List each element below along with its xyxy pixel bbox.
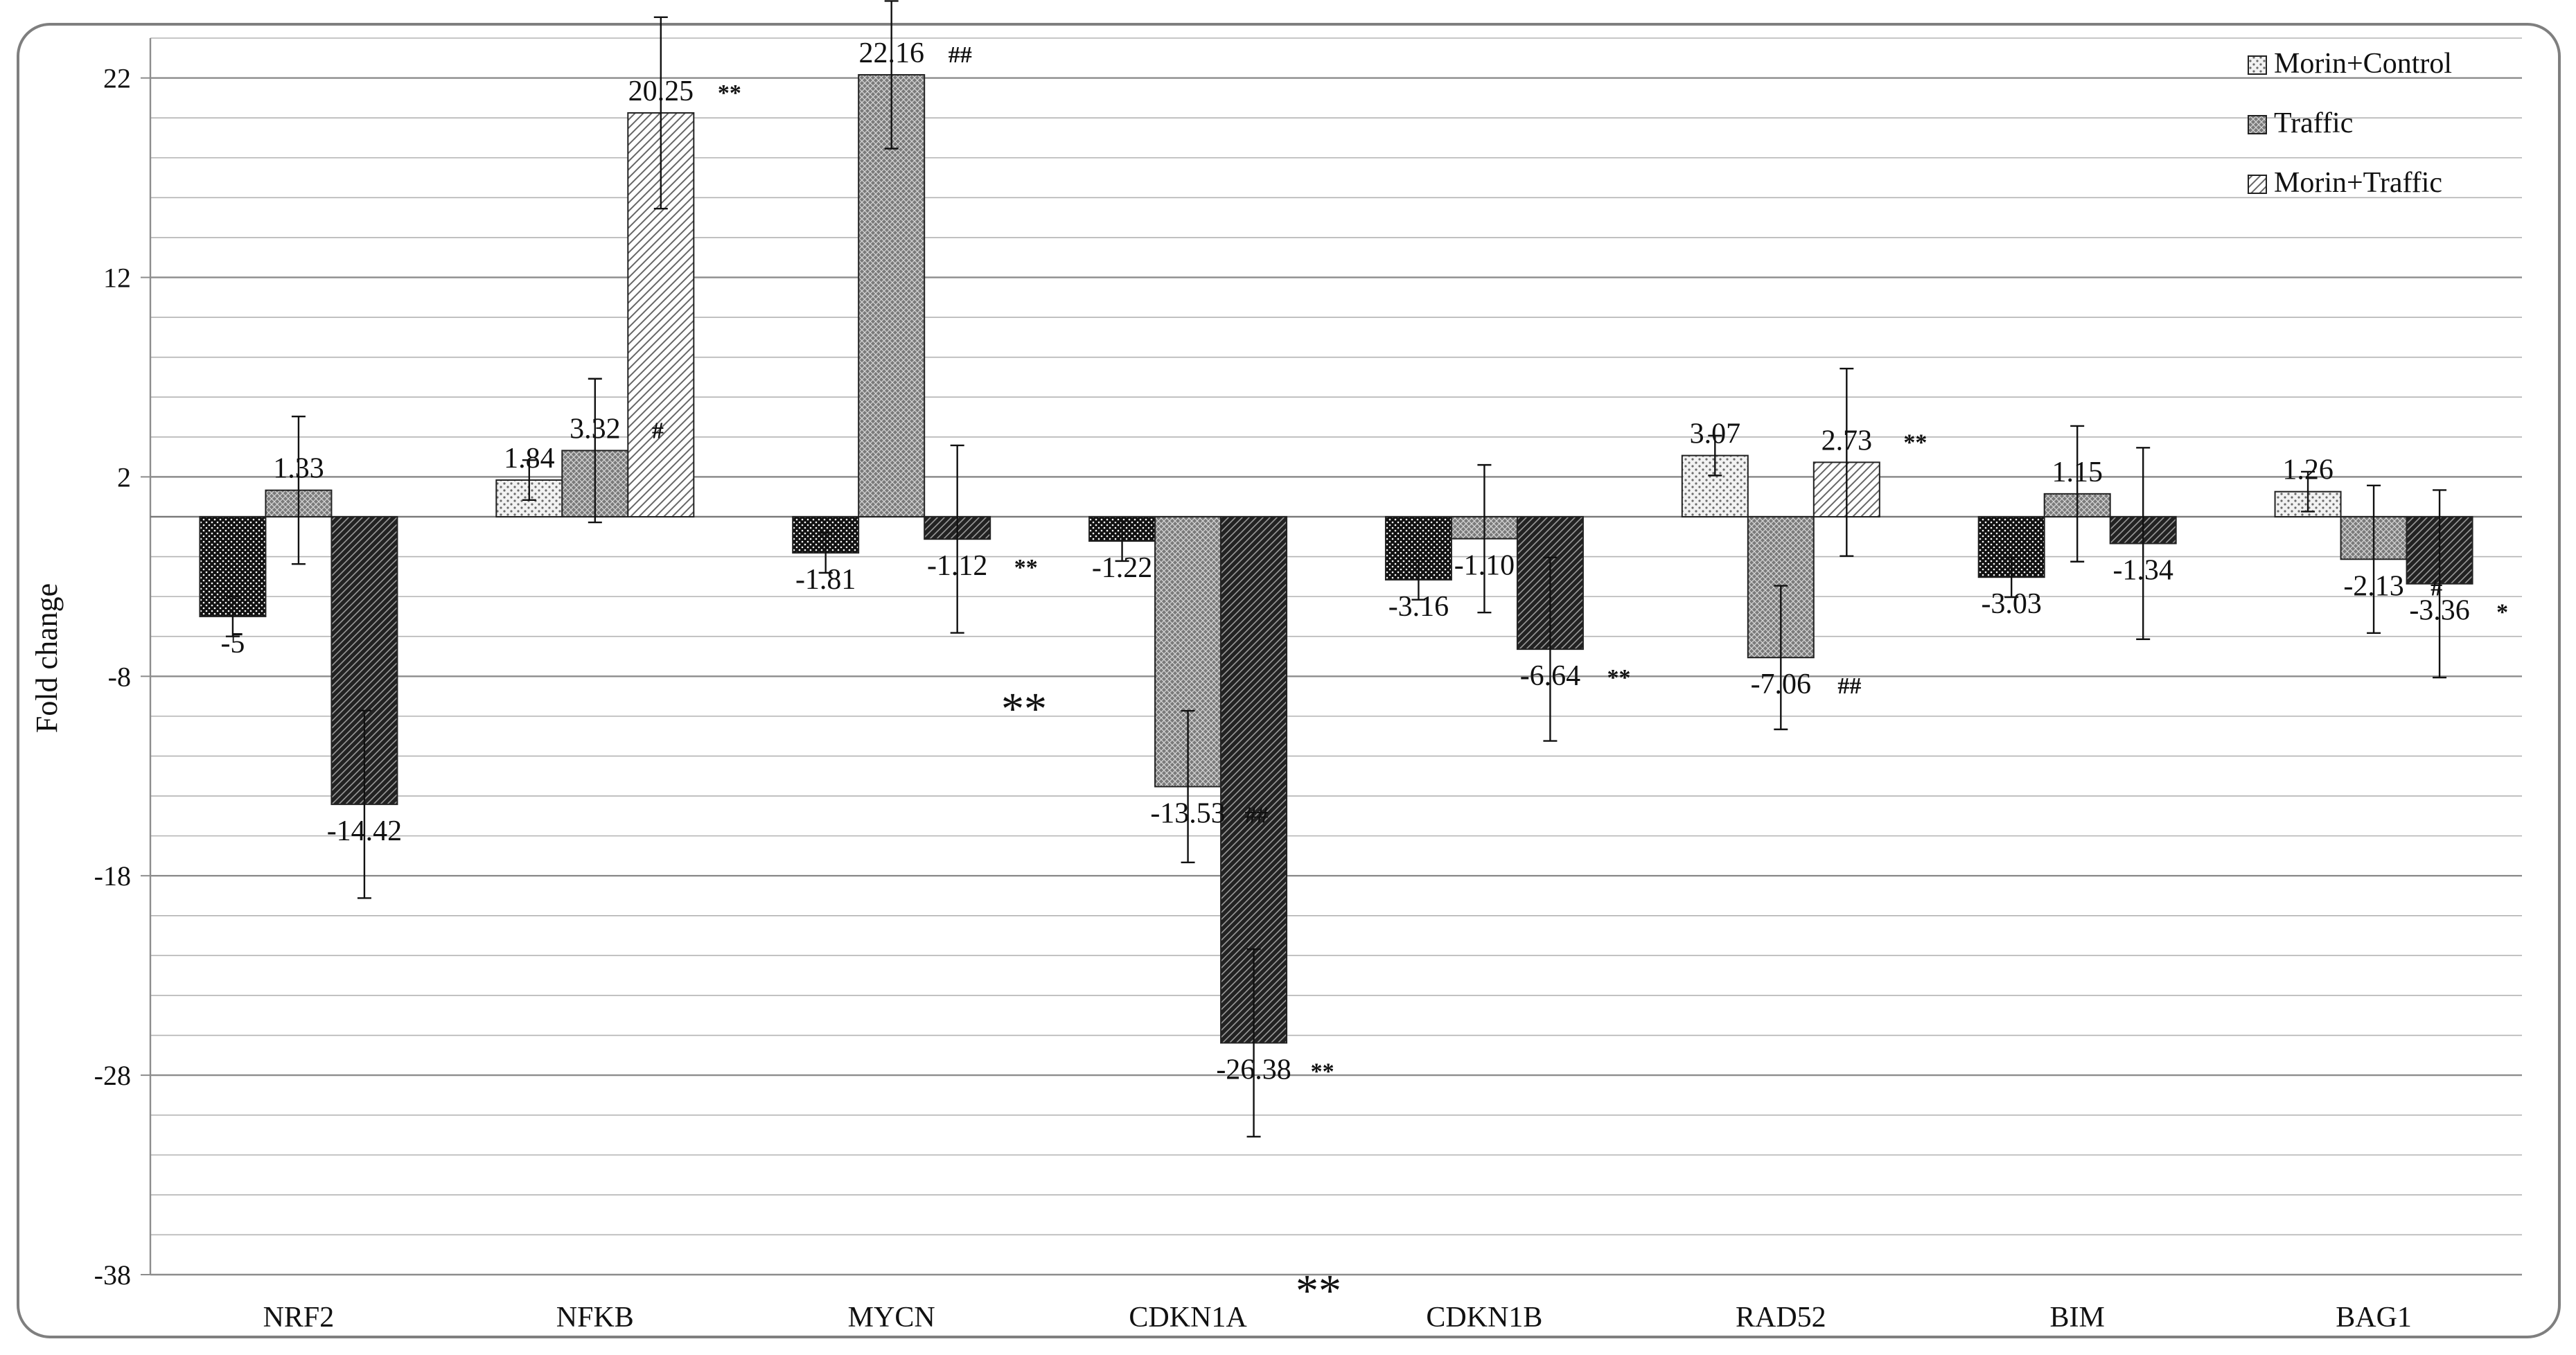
data-label: -1.10 — [1454, 550, 1515, 582]
y-tick-label: -38 — [94, 1259, 131, 1291]
data-label: 2.73 — [1821, 425, 1873, 457]
x-category-label: NRF2 — [263, 1302, 335, 1334]
data-label: -7.06 — [1751, 668, 1812, 700]
x-category-label: CDKN1B — [1426, 1302, 1542, 1334]
data-label: 1.26 — [2282, 454, 2334, 486]
legend-swatch — [2248, 115, 2267, 134]
chart-frame — [17, 23, 2561, 1338]
legend-label: Morin+Traffic — [2274, 167, 2442, 199]
significance-annotation: ** — [1001, 684, 1047, 734]
significance-mark: ## — [949, 42, 972, 68]
gridlines — [149, 37, 2522, 1276]
significance-annotation: ** — [1296, 1266, 1341, 1316]
data-label: 1.33 — [273, 453, 324, 485]
significance-mark: ** — [718, 80, 741, 106]
error-bars — [225, 0, 2447, 1137]
x-axis-categories: NRF2 NFKB MYCN CDKN1A CDKN1B RAD52 BIM BAG1 — [263, 1302, 2412, 1334]
y-tick-label: -18 — [94, 860, 131, 892]
significance-mark: ** — [1014, 555, 1038, 581]
data-label: 3.07 — [1690, 418, 1741, 450]
data-label: 3.32 — [570, 413, 621, 445]
significance-mark: ## — [1245, 803, 1269, 829]
data-label: 1.15 — [2052, 457, 2103, 488]
legend-swatch — [2248, 175, 2267, 194]
data-label: -13.53 — [1150, 798, 1226, 830]
data-label: 20.25 — [628, 76, 694, 107]
y-tick-label: 2 — [117, 461, 131, 493]
data-label: -3.36 — [2409, 595, 2470, 627]
data-label: -3.03 — [1981, 588, 2042, 620]
data-label: -14.42 — [327, 815, 403, 847]
significance-mark: ** — [1607, 665, 1630, 691]
data-label: -1.12 — [927, 550, 988, 582]
data-label: 1.84 — [504, 443, 555, 475]
legend-swatch — [2248, 55, 2267, 75]
y-tick-label: 12 — [103, 262, 131, 293]
x-category-label: RAD52 — [1736, 1302, 1826, 1334]
significance-mark: ## — [1837, 673, 1861, 699]
data-label: -2.13 — [2343, 570, 2404, 602]
significance-mark: ** — [1311, 1059, 1334, 1084]
x-category-label: MYCN — [848, 1302, 935, 1334]
data-label: -6.64 — [1520, 660, 1581, 692]
y-axis-ticks: -38 -28 -18 -8 2 12 22 — [94, 63, 150, 1291]
x-category-label: CDKN1A — [1129, 1302, 1247, 1334]
y-axis-title: Fold change — [30, 583, 64, 733]
data-label: -1.22 — [1092, 552, 1153, 584]
legend: Morin+Control Traffic Morin+Traffic — [2248, 48, 2452, 199]
data-label: 22.16 — [858, 37, 924, 69]
data-label: -1.81 — [795, 564, 856, 596]
legend-label: Traffic — [2274, 107, 2353, 139]
significance-mark: * — [2496, 600, 2508, 626]
significance-mark: ** — [1903, 429, 1927, 455]
y-tick-label: -28 — [94, 1060, 131, 1091]
data-label: -26.38 — [1216, 1054, 1291, 1086]
data-label: -1.34 — [2112, 555, 2173, 587]
x-category-label: BAG1 — [2336, 1302, 2412, 1334]
x-category-label: BIM — [2050, 1302, 2105, 1334]
legend-label: Morin+Control — [2274, 48, 2452, 80]
significance-mark: # — [2431, 575, 2442, 601]
significance-mark: # — [652, 418, 664, 443]
x-category-label: NFKB — [556, 1302, 634, 1334]
data-label: -5 — [220, 628, 245, 659]
data-label: -3.16 — [1388, 591, 1449, 623]
y-tick-label: 22 — [103, 63, 131, 94]
y-tick-label: -8 — [108, 661, 131, 692]
